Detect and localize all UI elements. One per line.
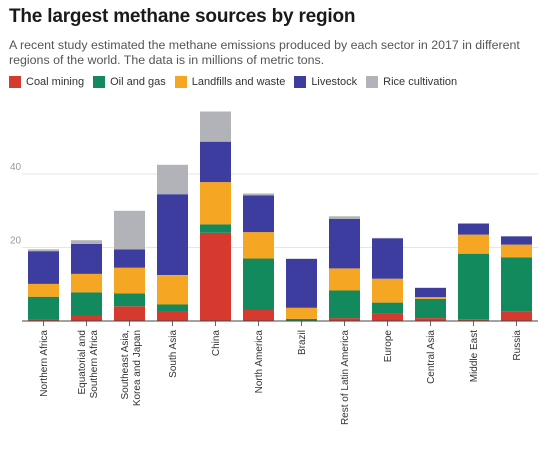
bar-segment-landfills-and-waste [372,278,403,303]
legend-swatch [93,76,106,88]
bar-segment-livestock [71,243,102,274]
bar-segment-rice-cultivation [157,164,188,195]
bar-segment-rice-cultivation [243,193,274,196]
legend-swatch [366,76,379,88]
bar-segment-coal-mining [157,311,188,321]
x-category-label: China [211,330,222,357]
bar-segment-livestock [243,195,274,233]
legend-swatch [294,76,307,88]
x-category-label: Brazil [297,330,308,355]
bar-segment-coal-mining [243,310,274,321]
bar-segment-landfills-and-waste [157,275,188,305]
bar-segment-coal-mining [329,318,360,321]
y-tick-label: 40 [10,162,22,173]
bar-segment-livestock [458,223,489,235]
bar-segment-rice-cultivation [71,240,102,244]
bar-segment-landfills-and-waste [71,274,102,293]
bar-segment-landfills-and-waste [458,234,489,254]
legend: Coal mining Oil and gas Landfills and wast… [9,76,466,88]
legend-label: Livestock [311,76,358,88]
bar-segment-oil-and-gas [501,257,532,312]
bar-segment-landfills-and-waste [329,268,360,291]
bar-segment-landfills-and-waste [286,307,317,319]
bar-segment-oil-and-gas [458,253,489,320]
bar-segment-coal-mining [28,319,59,321]
legend-item-coal-mining: Coal mining [9,76,84,88]
bar-segment-livestock [372,238,403,279]
bar-segment-livestock [157,194,188,275]
bar-segment-landfills-and-waste [200,182,231,225]
bar-segment-oil-and-gas [415,298,446,318]
bar-segment-oil-and-gas [286,318,317,321]
bar-segment-landfills-and-waste [243,232,274,259]
bar-segment-livestock [200,141,231,183]
bar-segment-rice-cultivation [329,216,360,219]
bar-segment-oil-and-gas [329,290,360,319]
x-category-label: Middle East [469,330,480,382]
bar-segment-rice-cultivation [114,210,145,250]
bar-segment-oil-and-gas [200,224,231,233]
legend-item-oil-and-gas: Oil and gas [93,76,166,88]
x-category-label: North America [254,330,265,394]
bar-segment-oil-and-gas [71,292,102,316]
bar-segment-livestock [415,287,446,298]
bar-segment-landfills-and-waste [501,244,532,258]
bar-segment-coal-mining [71,315,102,321]
bar-segment-livestock [501,236,532,245]
x-category-label: Russia [512,330,523,361]
bar-segment-coal-mining [501,311,532,321]
x-category-label: Central Asia [426,330,437,384]
bar-segment-landfills-and-waste [28,283,59,297]
bar-segment-rice-cultivation [28,249,59,252]
x-category-label: Northern Africa [39,330,50,397]
bar-segment-livestock [28,251,59,284]
bar-segment-oil-and-gas [243,258,274,310]
bar-segment-coal-mining [372,313,403,321]
bar-segment-landfills-and-waste [415,297,446,299]
bar-segment-coal-mining [114,306,145,321]
legend-item-rice-cultivation: Rice cultivation [366,76,457,88]
legend-label: Oil and gas [110,76,166,88]
x-category-label: South Asia [168,330,179,378]
bar-segment-landfills-and-waste [114,267,145,294]
legend-label: Rice cultivation [383,76,458,88]
legend-label: Landfills and waste [191,76,286,88]
x-category-label: Southeast Asia,Korea and Japan [120,330,143,406]
x-category-label: Europe [383,330,394,363]
bar-segment-coal-mining [415,318,446,321]
x-category-label: Rest of Latin America [340,330,351,425]
bar-segment-oil-and-gas [372,302,403,314]
x-category-label: Equatorial andSouthern Africa [77,330,100,399]
chart-title: The largest methane sources by region [9,6,356,27]
chart-subtitle: A recent study estimated the methane emi… [9,38,520,67]
legend-swatch [9,76,21,88]
legend-label: Coal mining [26,76,85,88]
legend-swatch [174,76,187,88]
bar-segment-livestock [114,249,145,268]
bar-segment-coal-mining [458,319,489,321]
bar-segment-livestock [286,258,317,308]
bar-segment-rice-cultivation [200,111,231,142]
bar-segment-livestock [329,218,360,269]
legend-item-livestock: Livestock [294,76,357,88]
legend-item-landfills-and-waste: Landfills and waste [174,76,286,88]
bar-segment-oil-and-gas [114,293,145,307]
bar-segment-oil-and-gas [28,296,59,320]
bar-segment-oil-and-gas [157,304,188,312]
y-tick-label: 20 [10,236,22,247]
bar-segment-coal-mining [200,232,231,321]
